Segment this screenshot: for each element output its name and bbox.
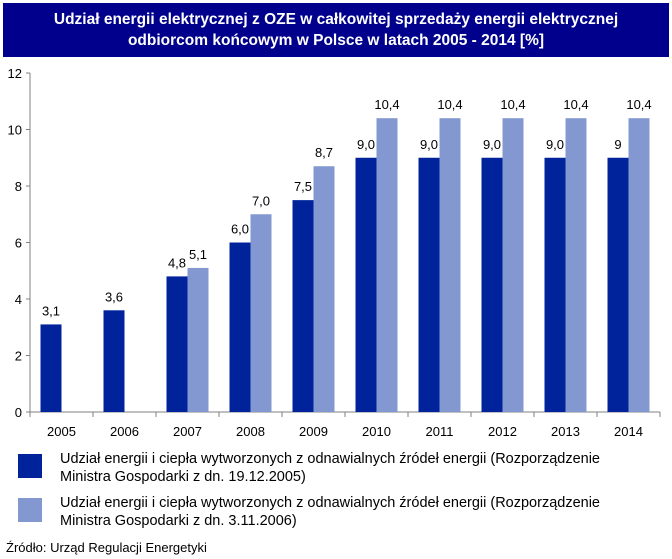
data-label-series-1: 3,1 [42,303,60,318]
data-label-series-1: 3,6 [105,289,123,304]
bar-series-1 [40,324,62,412]
bar-series-1 [418,157,440,412]
x-tick-label: 2011 [426,424,454,439]
data-label-series-2: 8,7 [315,145,333,160]
bar-series-1 [292,200,314,412]
legend-item-series-2: Udział energii i ciepła wytworzonych z o… [18,494,600,530]
x-tick-label: 2005 [47,424,76,439]
y-tick-label: 0 [15,405,22,420]
legend-swatch-series-2 [18,498,42,522]
x-tick-label: 2010 [362,424,391,439]
bar-series-2 [628,118,650,412]
data-label-series-1: 9,0 [483,137,501,152]
bar-series-1 [355,157,377,412]
chart-title-line-1: Udział energii elektrycznej z OZE w całk… [53,11,619,28]
x-tick-label: 2013 [551,424,580,439]
data-label-series-2: 10,4 [374,97,399,112]
data-label-series-1: 9,0 [546,137,564,152]
legend-label-series-2-line-2: Ministra Gospodarki z dn. 3.11.2006) [60,513,297,529]
y-tick-label: 4 [15,292,22,307]
data-label-series-1: 9,0 [357,137,375,152]
bar-series-2 [565,118,587,412]
bar-series-2 [376,118,398,412]
chart-title-line-2: odbiorcom końcowym w Polsce w latach 200… [127,32,545,49]
x-tick-label: 2012 [488,424,517,439]
bar-series-1 [166,276,188,412]
bar-chart: 0 2 4 6 8 10 12 2005 3,1 2006 3,6 2007 4,85,1 2008 6,0… [8,66,661,439]
bar-series-1 [481,157,503,412]
y-tick-label: 8 [15,179,22,194]
y-tick-label: 6 [15,236,22,251]
legend-label-series-1: Udział energii i ciepła wytworzonych z o… [60,450,600,486]
bar-series-2 [439,118,461,412]
x-tick-label: 2006 [110,424,139,439]
data-label-series-2: 10,4 [437,97,462,112]
data-label-series-2: 7,0 [252,193,270,208]
legend-item-series-1: Udział energii i ciepła wytworzonych z o… [18,450,600,486]
x-tick-label: 2007 [173,424,202,439]
legend-label-series-2: Udział energii i ciepła wytworzonych z o… [60,494,600,530]
bar-series-1 [607,157,629,412]
x-tick-label: 2009 [299,424,328,439]
legend-label-series-1-line-1: Udział energii i ciepła wytworzonych z o… [60,451,600,467]
source-note: Źródło: Urząd Regulacji Energetyki [6,540,207,555]
y-tick-label: 2 [15,349,22,364]
data-label-series-2: 10,4 [563,97,588,112]
data-label-series-2: 5,1 [189,247,207,262]
data-label-series-2: 10,4 [500,97,525,112]
bar-series-2 [250,214,272,412]
data-label-series-2: 10,4 [626,97,651,112]
data-label-series-1: 9,0 [420,137,438,152]
data-label-series-1: 7,5 [294,179,312,194]
bar-series-2 [187,267,209,412]
bar-series-1 [229,242,251,412]
legend-label-series-2-line-1: Udział energii i ciepła wytworzonych z o… [60,495,600,511]
x-tick-label: 2008 [236,424,265,439]
y-tick-label: 12 [8,66,22,81]
legend-label-series-1-line-2: Ministra Gospodarki z dn. 19.12.2005) [60,469,306,485]
chart-title-banner: Udział energii elektrycznej z OZE w całk… [3,3,669,57]
bar-series-2 [502,118,524,412]
bar-series-1 [103,310,125,412]
y-tick-label: 10 [8,123,22,138]
legend-swatch-series-1 [18,454,42,478]
data-label-series-1: 6,0 [231,222,249,237]
x-tick-label: 2014 [614,424,643,439]
data-label-series-1: 9 [614,137,621,152]
data-label-series-1: 4,8 [168,255,186,270]
bar-series-1 [544,157,566,412]
bar-series-2 [313,166,335,412]
